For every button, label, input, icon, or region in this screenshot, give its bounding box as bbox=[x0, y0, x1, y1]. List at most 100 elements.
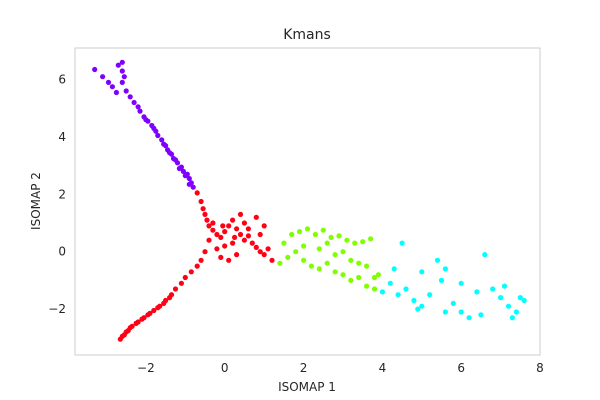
data-point bbox=[419, 269, 425, 275]
data-point bbox=[206, 223, 212, 229]
data-point bbox=[356, 274, 362, 281]
data-point bbox=[324, 260, 330, 266]
data-point bbox=[143, 117, 149, 123]
x-tick-label: −2 bbox=[137, 361, 155, 375]
data-point bbox=[226, 223, 232, 229]
data-point bbox=[281, 240, 287, 246]
y-tick-label: 2 bbox=[58, 187, 66, 201]
data-point bbox=[105, 79, 112, 85]
data-point bbox=[135, 104, 141, 110]
data-point bbox=[301, 257, 307, 263]
data-point bbox=[340, 249, 346, 255]
data-point bbox=[117, 336, 123, 342]
y-axis-label: ISOMAP 2 bbox=[29, 172, 43, 230]
data-point bbox=[214, 246, 220, 252]
data-point bbox=[482, 252, 488, 258]
data-point bbox=[131, 99, 137, 106]
x-tick-labels: −2 0 2 4 6 8 bbox=[137, 361, 544, 375]
data-point bbox=[364, 263, 370, 269]
data-point bbox=[129, 323, 135, 329]
data-point bbox=[501, 283, 508, 289]
data-point bbox=[509, 315, 515, 321]
points-layer bbox=[92, 59, 527, 342]
data-point bbox=[161, 300, 167, 306]
data-point bbox=[324, 240, 330, 246]
data-point bbox=[155, 305, 161, 311]
data-point bbox=[151, 125, 157, 131]
data-point bbox=[257, 231, 263, 238]
data-point bbox=[399, 240, 405, 246]
data-point bbox=[218, 254, 224, 260]
data-point bbox=[293, 249, 299, 255]
y-tick-label: 4 bbox=[58, 130, 66, 144]
data-point bbox=[147, 310, 153, 316]
data-point bbox=[360, 239, 366, 245]
data-point bbox=[119, 68, 125, 74]
data-point bbox=[180, 168, 186, 174]
data-point bbox=[415, 306, 421, 312]
data-point bbox=[230, 217, 236, 223]
data-point bbox=[419, 303, 425, 309]
data-point bbox=[123, 88, 129, 94]
data-point bbox=[161, 141, 167, 147]
data-point bbox=[121, 332, 127, 338]
data-point bbox=[220, 223, 226, 229]
data-point bbox=[113, 89, 119, 96]
data-point bbox=[237, 211, 244, 217]
data-point bbox=[245, 233, 251, 239]
data-point bbox=[505, 303, 512, 309]
data-point bbox=[427, 292, 433, 298]
data-point bbox=[234, 226, 240, 232]
data-point bbox=[210, 227, 216, 233]
y-tick-label: 6 bbox=[58, 73, 66, 87]
data-point bbox=[371, 286, 378, 292]
data-point bbox=[230, 240, 236, 246]
data-point bbox=[391, 266, 397, 272]
data-point bbox=[176, 165, 182, 172]
data-point bbox=[115, 62, 121, 68]
data-point bbox=[458, 280, 464, 286]
data-point bbox=[411, 297, 417, 304]
x-tick-label: 8 bbox=[536, 361, 544, 375]
data-point bbox=[513, 309, 520, 315]
data-point bbox=[214, 231, 220, 238]
chart-title: Kmans bbox=[283, 27, 331, 43]
data-point bbox=[222, 243, 228, 249]
data-point bbox=[328, 234, 334, 240]
data-point bbox=[167, 295, 173, 301]
data-point bbox=[442, 266, 448, 272]
data-point bbox=[182, 274, 188, 281]
data-point bbox=[340, 272, 346, 278]
data-point bbox=[336, 233, 342, 239]
data-point bbox=[186, 175, 192, 182]
data-point bbox=[245, 226, 251, 232]
data-point bbox=[167, 150, 173, 156]
data-point bbox=[301, 243, 307, 249]
data-point bbox=[387, 280, 393, 286]
data-point bbox=[198, 198, 204, 205]
data-point bbox=[332, 269, 338, 275]
data-point bbox=[182, 173, 188, 179]
y-tick-label: −2 bbox=[48, 302, 66, 316]
data-point bbox=[289, 231, 295, 238]
data-point bbox=[119, 79, 125, 85]
data-point bbox=[474, 289, 480, 295]
y-tick-label: 0 bbox=[58, 245, 66, 259]
data-point bbox=[269, 257, 275, 263]
data-point bbox=[92, 66, 98, 73]
data-point bbox=[438, 277, 445, 283]
x-tick-label: 6 bbox=[457, 361, 465, 375]
data-point bbox=[226, 257, 232, 263]
data-point bbox=[198, 257, 204, 263]
data-point bbox=[498, 295, 504, 301]
data-point bbox=[316, 246, 322, 252]
data-point bbox=[466, 315, 472, 321]
data-point bbox=[403, 286, 409, 292]
data-point bbox=[261, 223, 267, 229]
data-point bbox=[265, 246, 271, 252]
data-point bbox=[521, 297, 527, 304]
data-point bbox=[202, 249, 208, 255]
data-point bbox=[135, 319, 141, 325]
